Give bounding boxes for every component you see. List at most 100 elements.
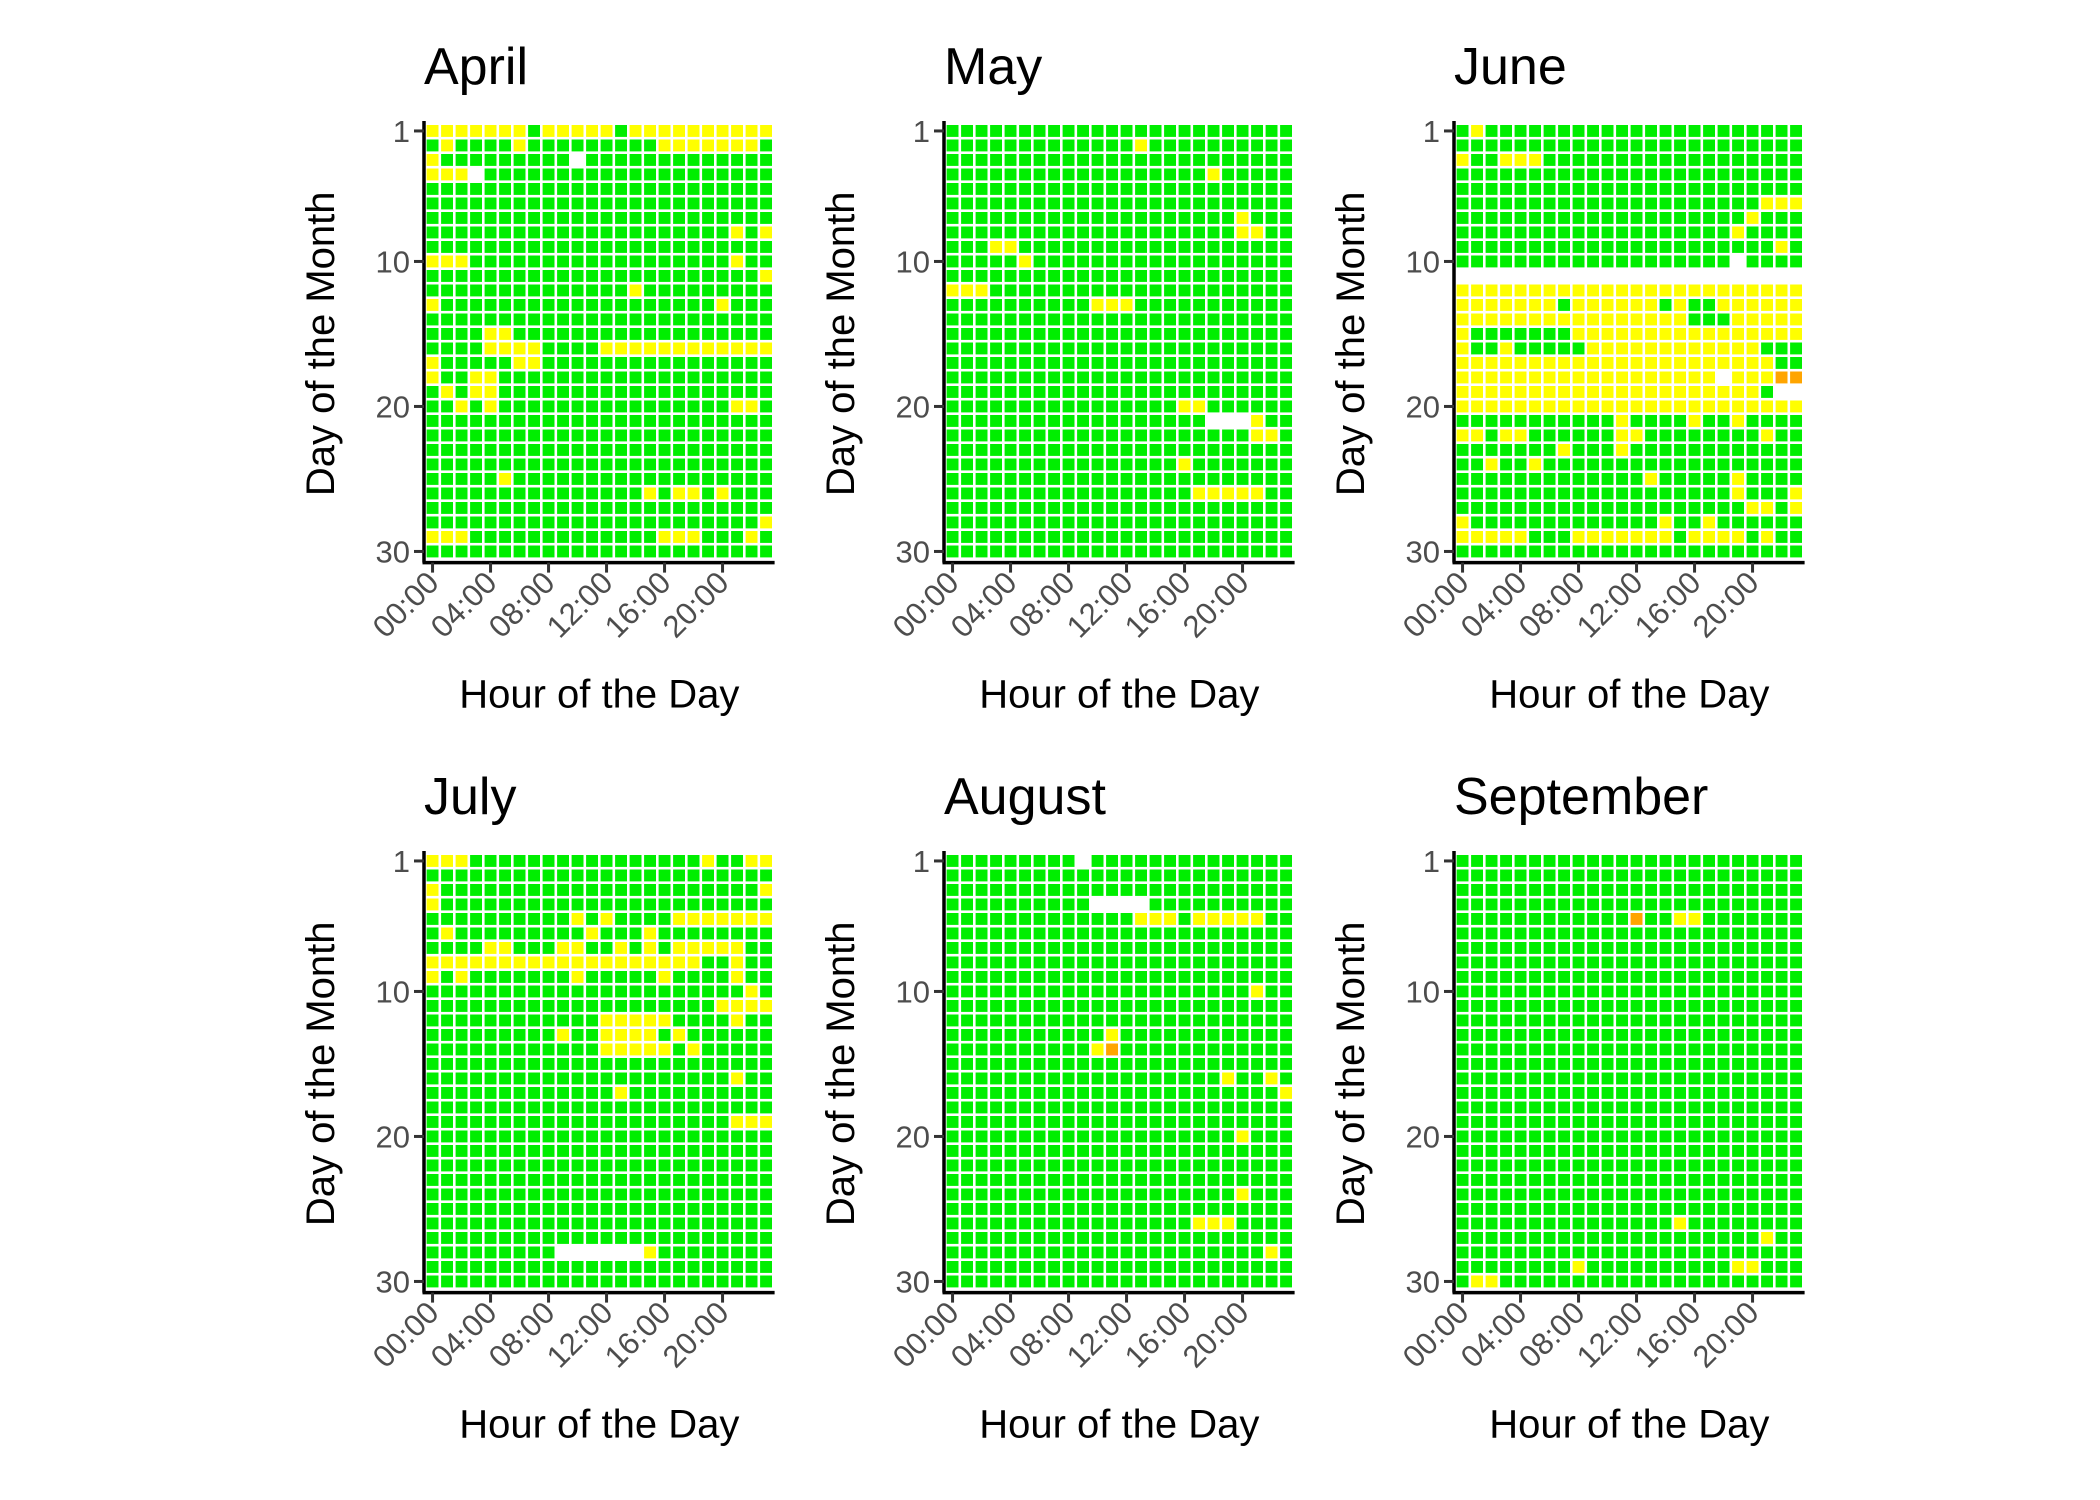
heatmap-cell	[1178, 328, 1191, 340]
heatmap-cell	[946, 1058, 959, 1070]
heatmap-cell	[615, 531, 627, 543]
heatmap-cell	[1019, 313, 1031, 326]
heatmap-cell	[1775, 154, 1788, 166]
heatmap-cell	[1543, 1174, 1556, 1186]
heatmap-cell	[1178, 299, 1191, 311]
heatmap-cell	[760, 1232, 772, 1244]
heatmap-cell	[975, 1275, 988, 1288]
heatmap-cell	[1193, 1217, 1205, 1230]
heatmap-cell	[1746, 956, 1759, 969]
heatmap-cell	[1033, 1014, 1046, 1027]
heatmap-cell	[1164, 898, 1176, 911]
heatmap-cell	[1543, 444, 1556, 456]
heatmap-cell	[499, 415, 511, 427]
heatmap-cell	[658, 1130, 671, 1143]
heatmap-cell	[1236, 869, 1249, 882]
heatmap-cell	[1004, 429, 1017, 442]
heatmap-cell	[1703, 487, 1715, 500]
heatmap-cell	[1236, 1174, 1249, 1186]
y-tick-label: 1	[393, 114, 410, 149]
heatmap-cell	[1033, 183, 1046, 195]
heatmap-cell	[1120, 1275, 1133, 1288]
heatmap-cell	[1572, 313, 1585, 326]
heatmap-cell	[470, 855, 482, 867]
heatmap-cell	[745, 1116, 758, 1128]
heatmap-cell	[658, 1275, 671, 1288]
heatmap-cell	[1630, 154, 1643, 166]
heatmap-cell	[542, 473, 555, 485]
heatmap-cell	[1178, 1159, 1191, 1172]
heatmap-cell	[455, 869, 468, 882]
heatmap-cell	[1601, 1232, 1614, 1244]
heatmap-cell	[961, 154, 973, 166]
heatmap-cell	[1120, 1130, 1133, 1143]
heatmap-cell	[1746, 1043, 1759, 1056]
heatmap-cell	[1703, 884, 1715, 896]
heatmap-cell	[716, 458, 729, 471]
heatmap-cell	[961, 429, 973, 442]
heatmap-cell	[1688, 1203, 1701, 1215]
heatmap-cell	[1572, 898, 1585, 911]
heatmap-cell	[1790, 197, 1802, 210]
heatmap-cell	[571, 971, 584, 983]
heatmap-cell	[1456, 444, 1469, 456]
heatmap-cell	[760, 429, 772, 442]
heatmap-cell	[1688, 971, 1701, 983]
heatmap-cell	[1178, 971, 1191, 983]
heatmap-cell	[961, 241, 973, 253]
heatmap-cell	[441, 487, 453, 500]
heatmap-cell	[1004, 1188, 1017, 1201]
heatmap-cell	[1587, 241, 1599, 253]
heatmap-cell	[1775, 1116, 1788, 1128]
heatmap-cell	[1732, 458, 1744, 471]
heatmap-cell	[990, 444, 1002, 456]
heatmap-cell	[484, 299, 497, 311]
heatmap-cell	[1558, 386, 1570, 398]
heatmap-cell	[1514, 545, 1527, 558]
heatmap-cell	[1485, 183, 1498, 195]
heatmap-cell	[1717, 458, 1730, 471]
heatmap-cell	[1164, 1174, 1176, 1186]
heatmap-cell	[1485, 985, 1498, 998]
heatmap-cell	[1106, 1275, 1118, 1288]
heatmap-cell	[1761, 1275, 1773, 1288]
heatmap-cell	[1019, 299, 1031, 311]
heatmap-cell	[1193, 884, 1205, 896]
heatmap-cell	[687, 371, 700, 384]
heatmap-cell	[731, 1232, 743, 1244]
heatmap-cell	[1645, 183, 1657, 195]
heatmap-cell	[1717, 531, 1730, 543]
heatmap-cell	[1236, 371, 1249, 384]
heatmap-cell	[1616, 1174, 1628, 1186]
heatmap-cell	[1106, 502, 1118, 514]
heatmap-cell	[1207, 1145, 1220, 1157]
heatmap-cell	[1587, 139, 1599, 152]
heatmap-cell	[1164, 270, 1176, 282]
heatmap-cell	[1222, 1145, 1234, 1157]
heatmap-cell	[1688, 1275, 1701, 1288]
heatmap-cell	[1019, 458, 1031, 471]
heatmap-cell	[975, 386, 988, 398]
heatmap-cell	[1091, 342, 1104, 355]
heatmap-cell	[1601, 1130, 1614, 1143]
heatmap-cell	[513, 516, 526, 529]
heatmap-cell	[1500, 154, 1512, 166]
heatmap-cell	[470, 284, 482, 297]
heatmap-cell	[1659, 357, 1672, 369]
heatmap-cell	[1732, 328, 1744, 340]
heatmap-cell	[470, 255, 482, 268]
heatmap-cell	[673, 1043, 685, 1056]
panel-title: May	[944, 38, 1042, 96]
heatmap-cell	[600, 168, 613, 181]
heatmap-cell	[1688, 1101, 1701, 1114]
heatmap-cell	[673, 313, 685, 326]
heatmap-cell	[1265, 913, 1278, 925]
heatmap-cell	[1775, 1058, 1788, 1070]
heatmap-cell	[1471, 1116, 1483, 1128]
heatmap-cell	[1717, 168, 1730, 181]
heatmap-cell	[1236, 1217, 1249, 1230]
heatmap-cell	[1717, 1188, 1730, 1201]
heatmap-cell	[1761, 1014, 1773, 1027]
heatmap-cell	[760, 444, 772, 456]
heatmap-cell	[1077, 1101, 1089, 1114]
